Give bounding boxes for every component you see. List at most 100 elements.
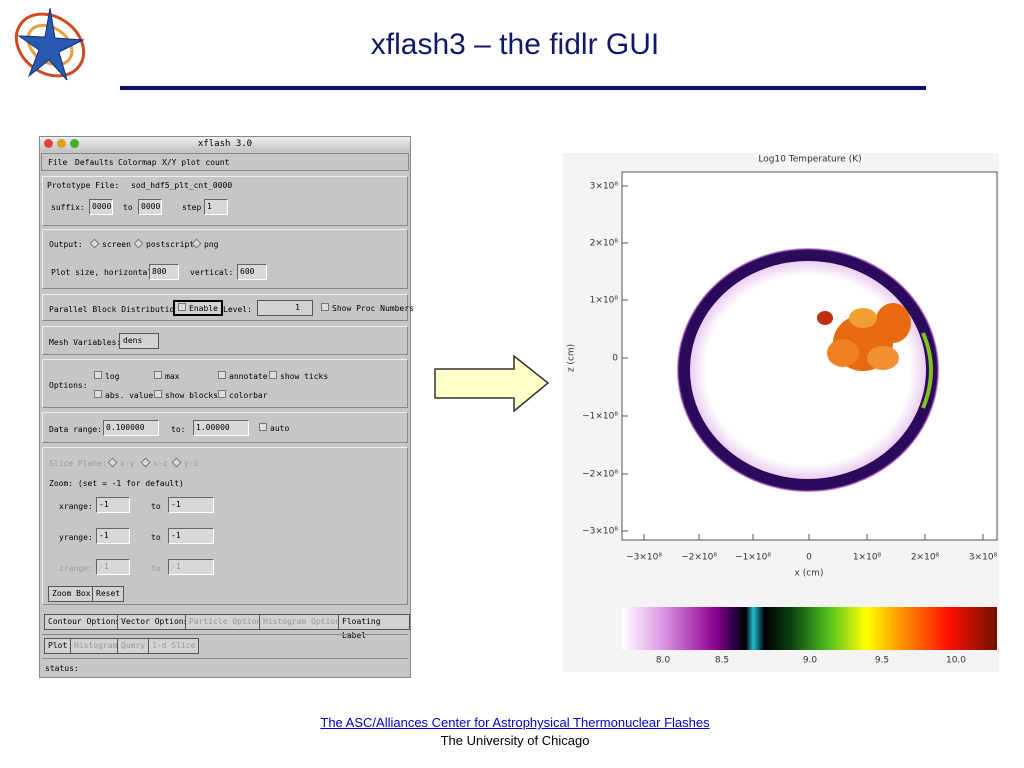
slide-title: xflash3 – the fidlr GUI (370, 28, 660, 61)
mesh-panel: Mesh Variables: dens (42, 326, 408, 355)
y-tick-label: 0 (612, 354, 618, 364)
y-tick-label: −2×10⁸ (582, 470, 618, 480)
level-dropdown[interactable]: 1 (257, 300, 313, 316)
checkbox-label: max (165, 372, 180, 381)
checkbox[interactable]: show blocks (154, 390, 218, 400)
suffix-from-input[interactable]: 0000 (89, 199, 113, 215)
file-panel: Prototype File: sod_hdf5_plt_cnt_0000 su… (42, 176, 408, 226)
front (921, 332, 933, 409)
menu-item[interactable]: X/Y plot count (162, 158, 230, 167)
checkbox-label: annotate (229, 372, 268, 381)
menu-item[interactable]: File (48, 158, 68, 167)
radio-option[interactable]: postscript (133, 238, 195, 249)
label: Plot size, horizontal: (51, 268, 157, 277)
minimize-button[interactable] (57, 139, 66, 148)
close-button[interactable] (44, 139, 53, 148)
checkbox-label: log (105, 372, 120, 381)
y-axis-label: z (cm) (567, 344, 577, 372)
separator (42, 658, 408, 659)
checkbox[interactable]: annotate (218, 371, 268, 381)
radio-label: png (204, 240, 219, 249)
axes: 3×10⁸ 2×10⁸ 1×10⁸ 0 −1×10⁸ −2×10⁸ −3×10⁸ −3×10⁸… (582, 182, 997, 666)
checkbox[interactable]: max (154, 371, 179, 381)
radio-option[interactable]: x-z (140, 457, 168, 468)
range-from-input[interactable]: -1 (96, 497, 130, 513)
reset-button[interactable]: Reset (92, 586, 125, 602)
plot-horizontal-input[interactable]: 800 (149, 264, 179, 280)
checkbox[interactable]: abs. value (94, 390, 153, 400)
label: Prototype File: (47, 181, 120, 190)
menu-item[interactable]: Colormap (118, 158, 157, 167)
data-max-input[interactable]: 1.00000 (193, 420, 249, 436)
y-tick-label: 3×10⁸ (590, 182, 619, 192)
flame (817, 303, 911, 371)
histogram-button[interactable]: Histogram (70, 638, 122, 654)
value: sod_hdf5_plt_cnt_0000 (131, 181, 233, 190)
checkbox-label: Show Proc Numbers (332, 304, 414, 313)
radio-label: postscript (146, 240, 195, 249)
zoom-box-button[interactable]: Zoom Box (48, 586, 95, 602)
range-to-input[interactable]: -1 (168, 497, 214, 513)
radio-option[interactable]: screen (89, 238, 131, 249)
checkbox-label: auto (270, 424, 290, 433)
query-button[interactable]: Query (117, 638, 150, 654)
range-from-input[interactable]: -1 (96, 559, 130, 575)
checkbox-label: colorbar (229, 391, 268, 400)
footer-link[interactable]: The ASC/Alliances Center for Astrophysic… (320, 715, 710, 730)
title-bar: xflash 3.0 (40, 137, 410, 151)
enable-toggle[interactable]: Enable (173, 300, 223, 316)
label: step (182, 203, 202, 212)
x-tick-label: 1×10⁸ (853, 553, 882, 563)
label: to (151, 564, 161, 573)
plot-vertical-input[interactable]: 600 (237, 264, 267, 280)
vector-options-button[interactable]: Vector Options (117, 614, 193, 630)
status-bar: status: (45, 664, 79, 673)
checkbox-label: abs. value (105, 391, 154, 400)
histogram-options-button[interactable]: Histogram Options (259, 614, 349, 630)
suffix-to-input[interactable]: 0000 (138, 199, 162, 215)
logo (14, 7, 86, 81)
zoom-button[interactable] (70, 139, 79, 148)
step-input[interactable]: 1 (204, 199, 228, 215)
particle-options-button[interactable]: Particle Options (185, 614, 271, 630)
label: Slice Plane: (49, 459, 107, 468)
menu-item[interactable]: Defaults (75, 158, 114, 167)
y-tick-label: 2×10⁸ (590, 239, 619, 249)
radio-option[interactable]: x-y (107, 457, 134, 468)
range-to-input[interactable]: -1 (168, 528, 214, 544)
slice-button[interactable]: 1-d Slice (148, 638, 200, 654)
colorbar-tick-label: 9.5 (875, 656, 889, 666)
title-rule (120, 86, 926, 90)
contour-options-button[interactable]: Contour Options (44, 614, 125, 630)
separator (42, 634, 408, 635)
range-to-input[interactable]: -1 (168, 559, 214, 575)
label: Parallel Block Distribution: (49, 305, 184, 314)
data-min-input[interactable]: 0.100000 (103, 420, 159, 436)
y-tick-label: 1×10⁸ (590, 296, 619, 306)
range-from-input[interactable]: -1 (96, 528, 130, 544)
checkbox[interactable]: colorbar (218, 390, 268, 400)
footer-text: The University of Chicago (440, 733, 590, 748)
label: to (151, 502, 161, 511)
radio-label: x-z (153, 459, 168, 468)
radio-option[interactable]: y-z (171, 457, 198, 468)
x-tick-label: −2×10⁸ (681, 553, 717, 563)
radio-label: screen (102, 240, 131, 249)
mesh-dropdown[interactable]: dens (119, 333, 159, 349)
checkbox[interactable]: auto (259, 423, 289, 433)
checkbox-label: show blocks (165, 391, 218, 400)
output-panel: Output: screen postscript png Plot size,… (42, 229, 408, 289)
checkbox[interactable]: log (94, 371, 119, 381)
arrow (434, 355, 550, 413)
floating-label-button[interactable]: Floating Label (338, 614, 410, 640)
checkbox[interactable]: Show Proc Numbers (321, 303, 414, 313)
label: to: (171, 425, 186, 434)
label: Output: (49, 240, 83, 249)
plot-button[interactable]: Plot (44, 638, 72, 654)
checkbox[interactable]: show ticks (269, 371, 328, 381)
x-tick-label: −1×10⁸ (735, 553, 771, 563)
shock-edge (677, 248, 939, 492)
radio-option[interactable]: png (191, 238, 219, 249)
app-window: xflash 3.0 File Defaults Colormap X/Y pl… (39, 136, 414, 678)
